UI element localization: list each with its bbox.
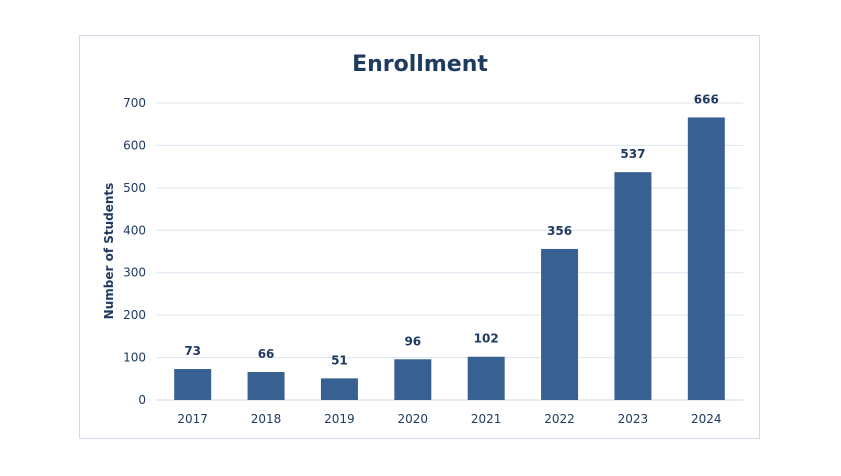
bar-2020 [394,359,432,400]
x-axis-ticks: 2017 2018 2019 2020 2021 2022 2023 2024 [177,412,721,426]
bar-2019 [320,378,358,400]
x-tick-label: 2020 [398,412,429,426]
x-tick-label: 2018 [251,412,282,426]
bar-2018 [247,371,285,400]
bar-2022 [541,248,579,400]
bar-2023 [614,172,652,400]
y-tick-label: 0 [138,393,146,407]
bar-2021 [467,356,505,400]
data-label: 666 [694,92,719,106]
bar-2024 [687,117,725,400]
data-label: 537 [620,147,645,161]
data-label: 356 [547,224,572,238]
y-axis-ticks: 0 100 200 300 400 500 600 700 [123,96,146,407]
chart-title: Enrollment [352,52,488,77]
y-tick-label: 400 [123,223,146,237]
data-label: 51 [331,353,348,367]
bar-2017 [174,369,212,400]
y-tick-label: 300 [123,266,146,280]
data-label: 102 [474,332,499,346]
x-tick-label: 2023 [618,412,649,426]
y-axis-title: Number of Students [102,183,116,320]
data-label: 96 [404,334,421,348]
gridlines [156,102,743,401]
x-tick-label: 2017 [177,412,208,426]
data-label: 66 [258,347,275,361]
y-tick-label: 100 [123,351,146,365]
y-tick-label: 700 [123,96,146,110]
x-tick-label: 2024 [691,412,722,426]
y-tick-label: 500 [123,181,146,195]
data-label: 73 [184,344,201,358]
x-tick-label: 2019 [324,412,355,426]
data-labels: 73 66 51 96 102 356 537 666 [184,92,719,367]
bars [174,117,725,400]
y-tick-label: 600 [123,138,146,152]
x-tick-label: 2022 [544,412,575,426]
y-tick-label: 200 [123,308,146,322]
x-tick-label: 2021 [471,412,502,426]
